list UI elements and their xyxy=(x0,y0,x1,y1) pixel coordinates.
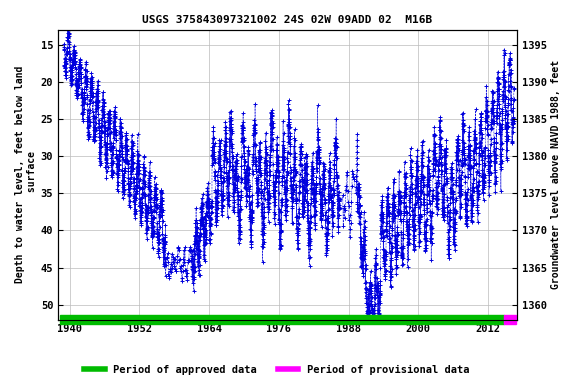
Title: USGS 375843097321002 24S 02W 09ADD 02  M16B: USGS 375843097321002 24S 02W 09ADD 02 M1… xyxy=(142,15,433,25)
Y-axis label: Depth to water level, feet below land
 surface: Depth to water level, feet below land su… xyxy=(15,66,37,283)
Bar xyxy=(60,315,504,324)
Legend: Period of approved data, Period of provisional data: Period of approved data, Period of provi… xyxy=(79,361,473,379)
Y-axis label: Groundwater level above NAVD 1988, feet: Groundwater level above NAVD 1988, feet xyxy=(551,60,561,289)
Bar xyxy=(504,315,516,324)
